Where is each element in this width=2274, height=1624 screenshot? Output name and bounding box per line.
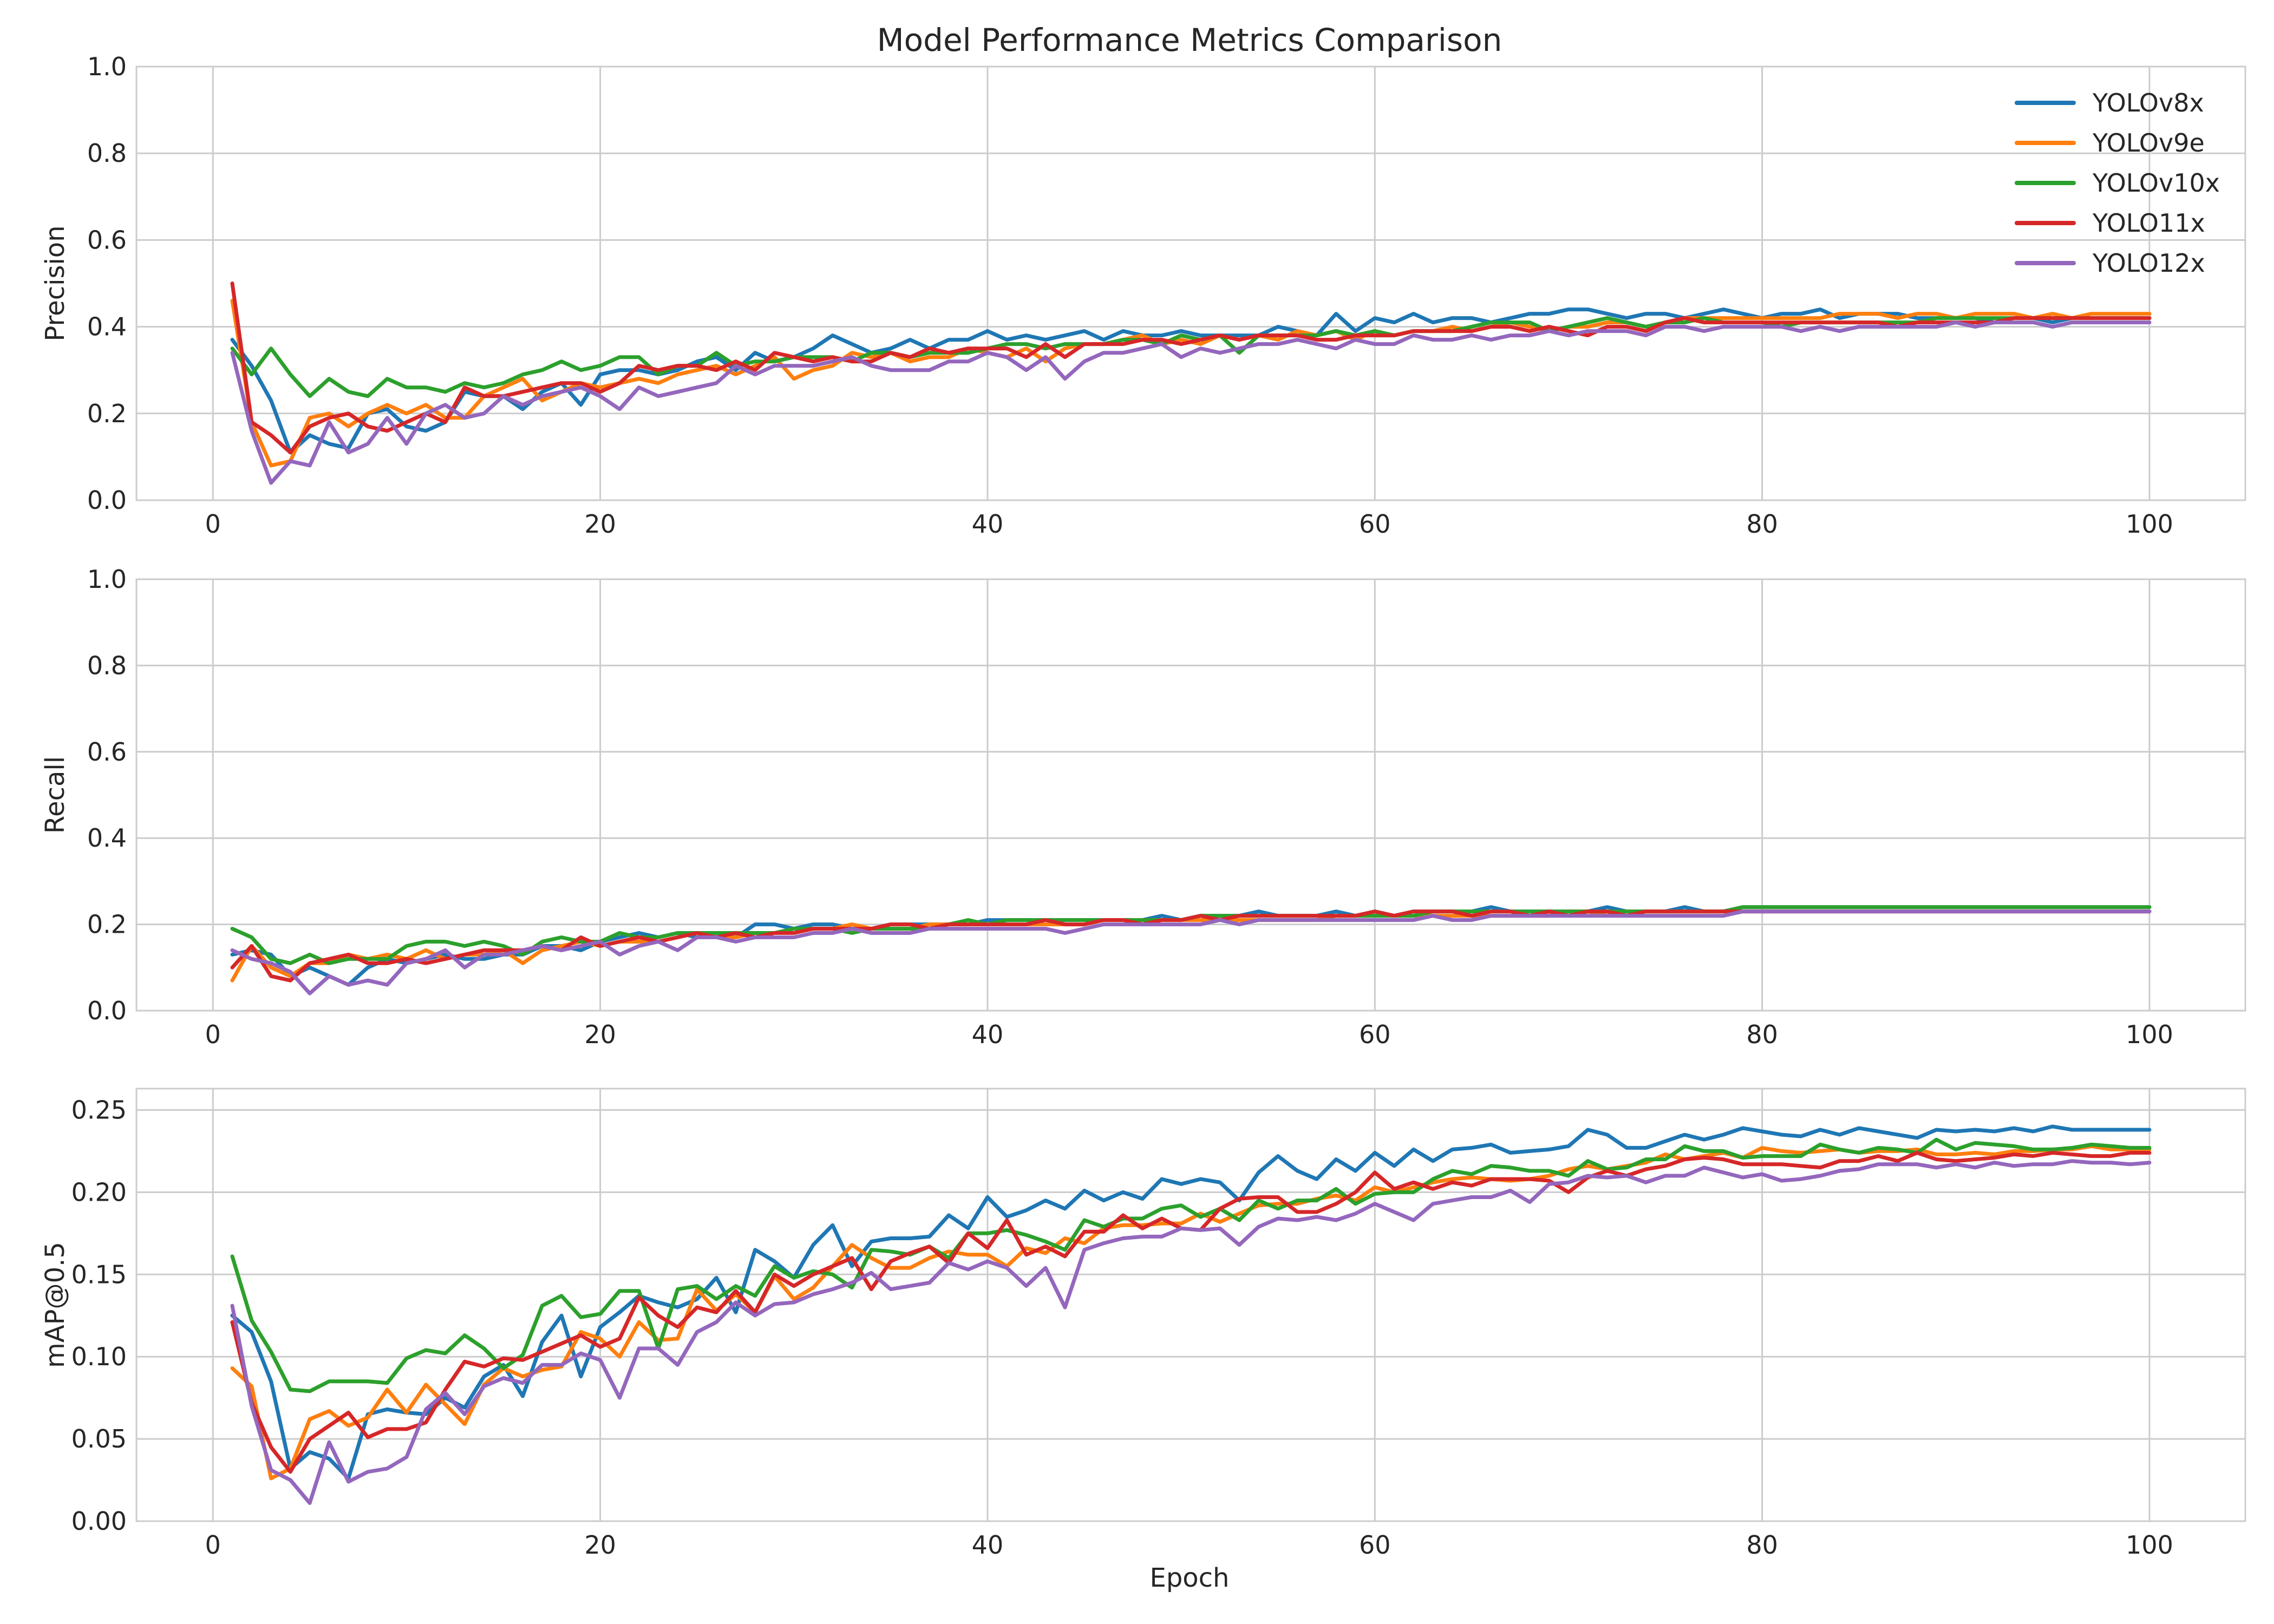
precision-line-yolov8x [230, 307, 2152, 455]
recall-y-axis-label: Recall [40, 756, 70, 834]
precision-y-ticks: 0.0 0.2 0.4 0.6 0.8 1.0 [87, 52, 127, 515]
precision-x-tick-label: 60 [1359, 509, 1391, 539]
recall-series [230, 905, 2152, 996]
map-x-tick-label: 40 [972, 1530, 1004, 1560]
precision-y-tick-label: 0.2 [87, 399, 127, 428]
recall-y-ticks: 0.0 0.2 0.4 0.6 0.8 1.0 [87, 565, 127, 1025]
precision-line-yolo12x [230, 320, 2152, 485]
legend: YOLOv8x YOLOv9e YOLOv10x YOLO11x YOLO12x [2015, 88, 2220, 278]
recall-x-tick-label: 40 [972, 1020, 1004, 1049]
recall-y-tick-label: 0.6 [87, 737, 127, 767]
precision-x-tick-label: 40 [972, 509, 1004, 539]
legend-label-yolov10x: YOLOv10x [2092, 168, 2220, 198]
map-line-yolov10x [230, 1137, 2152, 1393]
precision-y-tick-label: 0.0 [87, 486, 127, 515]
precision-panel: 0.0 0.2 0.4 0.6 0.8 1.0 0 20 40 60 80 100 Precisio… [40, 52, 2246, 539]
precision-y-tick-label: 0.8 [87, 139, 127, 168]
map-y-tick-label: 0.15 [71, 1260, 127, 1289]
recall-y-tick-label: 0.8 [87, 651, 127, 680]
recall-x-tick-label: 20 [584, 1020, 616, 1049]
legend-label-yolov8x: YOLOv8x [2092, 88, 2204, 117]
recall-y-tick-label: 0.4 [87, 823, 127, 853]
map-y-axis-label: mAP@0.5 [40, 1242, 70, 1368]
x-axis-label: Epoch [1150, 1563, 1230, 1593]
map-x-tick-label: 100 [2126, 1530, 2173, 1560]
map-x-tick-label: 20 [584, 1530, 616, 1560]
map-y-ticks: 0.00 0.05 0.10 0.15 0.20 0.25 [71, 1095, 127, 1536]
precision-series [230, 281, 2152, 485]
map-y-tick-label: 0.00 [71, 1507, 127, 1536]
recall-panel: 0.0 0.2 0.4 0.6 0.8 1.0 0 20 40 60 80 100 Recall [40, 565, 2246, 1049]
legend-label-yolov9e: YOLOv9e [2092, 128, 2205, 158]
recall-y-tick-label: 0.0 [87, 996, 127, 1025]
precision-y-axis-label: Precision [40, 225, 70, 341]
precision-x-ticks: 0 20 40 60 80 100 [205, 509, 2173, 539]
recall-x-ticks: 0 20 40 60 80 100 [205, 1020, 2173, 1049]
recall-axes-frame [135, 578, 2246, 1012]
recall-x-tick-label: 80 [1746, 1020, 1778, 1049]
map-y-tick-label: 0.05 [71, 1424, 127, 1453]
recall-line-yolo12x [230, 909, 2152, 996]
map-y-tick-label: 0.10 [71, 1342, 127, 1371]
recall-x-tick-label: 100 [2126, 1020, 2173, 1049]
precision-y-tick-label: 0.6 [87, 225, 127, 254]
map-series [230, 1124, 2152, 1505]
legend-label-yolo11x: YOLO11x [2092, 208, 2205, 238]
map-x-tick-label: 60 [1359, 1530, 1391, 1560]
map-line-yolov9e [230, 1144, 2152, 1481]
map-line-yolov8x [230, 1124, 2152, 1481]
precision-y-tick-label: 1.0 [87, 52, 127, 81]
map-y-tick-label: 0.25 [71, 1095, 127, 1124]
precision-x-tick-label: 0 [205, 509, 221, 539]
recall-y-tick-label: 0.2 [87, 910, 127, 939]
map-x-tick-label: 80 [1746, 1530, 1778, 1560]
precision-x-tick-label: 80 [1746, 509, 1778, 539]
map-x-ticks: 0 20 40 60 80 100 [205, 1530, 2173, 1560]
map-grid [136, 1089, 2245, 1522]
recall-y-tick-label: 1.0 [87, 565, 127, 594]
precision-x-tick-label: 20 [584, 509, 616, 539]
precision-line-yolo11x [230, 281, 2152, 455]
map-axes-frame [135, 1088, 2246, 1522]
precision-x-tick-label: 100 [2126, 509, 2173, 539]
precision-y-tick-label: 0.4 [87, 312, 127, 342]
legend-label-yolo12x: YOLO12x [2092, 248, 2205, 278]
map-line-yolo12x [230, 1159, 2152, 1505]
chart-title: Model Performance Metrics Comparison [877, 22, 1502, 58]
recall-x-tick-label: 0 [205, 1020, 221, 1049]
map-panel: 0.00 0.05 0.10 0.15 0.20 0.25 0 20 40 60 80 100 mA… [40, 1088, 2246, 1560]
recall-x-tick-label: 60 [1359, 1020, 1391, 1049]
precision-axes-frame [135, 66, 2246, 501]
map-y-tick-label: 0.20 [71, 1177, 127, 1207]
map-x-tick-label: 0 [205, 1530, 221, 1560]
